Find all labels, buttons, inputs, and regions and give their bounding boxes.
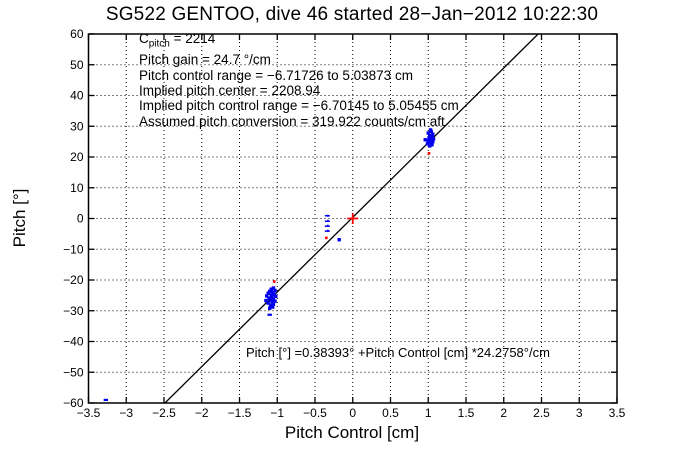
- cpitch-symbol: C: [139, 31, 149, 46]
- red-dots: [427, 152, 431, 155]
- x-axis-label: Pitch Control [cm]: [284, 423, 420, 442]
- y-tick-label: −10: [63, 242, 84, 256]
- observed-pitch-climb-cluster: [431, 139, 435, 144]
- observed-pitch-climb-cluster: [425, 142, 430, 146]
- observed-pitch-dive-cluster: [267, 296, 271, 300]
- x-tick-label: −3: [119, 406, 133, 420]
- observed-pitch-climb-cluster: [430, 143, 434, 147]
- y-tick-label: 0: [77, 212, 84, 226]
- x-tick-label: −2: [195, 406, 209, 420]
- observed-pitch-climb-cluster: [423, 138, 427, 142]
- axes-box: [87, 33, 618, 404]
- observed-pitch-dive-cluster: [274, 294, 278, 298]
- observed-pitch-dive-cluster: [270, 295, 274, 299]
- cpitch-value: = 2214: [169, 31, 216, 46]
- red-dots: [325, 236, 328, 240]
- cpitch-subscript: pitch: [148, 38, 170, 50]
- observed-pitch-climb-cluster: [430, 135, 434, 139]
- y-tick-label: −60: [63, 396, 84, 410]
- x-tick-label: 2: [500, 406, 507, 420]
- observed-pitch-dive-cluster: [264, 298, 268, 303]
- annotation-implied-pitch-control-range: Implied pitch control range = −6.70145 t…: [139, 98, 459, 114]
- small-blue-marks: [267, 313, 272, 316]
- observed-pitch-dive-cluster: [273, 288, 277, 293]
- observed-pitch-dive-cluster: [271, 290, 275, 294]
- x-tick-label: −3.5: [77, 406, 101, 420]
- x-tick-label: 1: [425, 406, 432, 420]
- annotation-pitch-gain: Pitch gain = 24.7 °/cm: [139, 52, 271, 68]
- observed-pitch-dive-cluster: [264, 294, 269, 298]
- observed-pitch-climb-cluster: [426, 139, 430, 143]
- x-tick-label: −0.5: [303, 406, 327, 420]
- annotation-assumed-pitch-conversion: Assumed pitch conversion = 319.922 count…: [139, 113, 445, 129]
- observed-pitch-dive-cluster: [272, 292, 276, 296]
- y-tick-label: 40: [70, 89, 84, 103]
- annotation-block: Cpitch = 2214 Pitch gain = 24.7 °/cm Pit…: [139, 31, 459, 129]
- y-tick-label: −20: [63, 273, 84, 287]
- observed-pitch-dive-cluster: [271, 305, 275, 309]
- y-tick-label: 50: [70, 58, 84, 72]
- observed-pitch-dive-cluster: [273, 299, 277, 303]
- observed-pitch-isolated-points: [337, 238, 341, 242]
- observed-pitch-dive-cluster: [268, 298, 273, 302]
- x-tick-label: −1.5: [228, 406, 252, 420]
- annotation-implied-pitch-center: Implied pitch center = 2208.94: [139, 82, 321, 98]
- red-dots: [272, 280, 276, 283]
- observed-pitch-climb-cluster: [428, 140, 433, 145]
- x-tick-label: 3: [576, 406, 583, 420]
- observed-pitch-climb-cluster: [428, 144, 432, 148]
- y-tick-label: −40: [63, 335, 84, 349]
- observed-pitch-dive-cluster: [269, 293, 273, 297]
- annotation-pitch-control-range: Pitch control range = −6.71726 to 5.0387…: [139, 67, 413, 83]
- x-tick-label: 3.5: [609, 406, 626, 420]
- observed-pitch-climb-cluster: [428, 128, 433, 132]
- observed-pitch-climb-cluster: [428, 133, 432, 138]
- x-tick-label: −1: [270, 406, 284, 420]
- fit-equation: Pitch [°] =0.38393° +Pitch Control [cm] …: [246, 345, 550, 360]
- x-tick-label: 0.5: [382, 406, 399, 420]
- y-tick-label: 10: [70, 181, 84, 195]
- observed-pitch-climb-cluster: [429, 138, 433, 142]
- observed-pitch-dive-cluster: [266, 301, 270, 305]
- small-blue-marks: [103, 398, 109, 402]
- y-tick-label: 60: [70, 27, 84, 41]
- x-tick-label: 2.5: [533, 406, 550, 420]
- y-tick-label: −30: [63, 304, 84, 318]
- observed-pitch-dive-cluster: [268, 289, 272, 294]
- x-tick-label: −2.5: [152, 406, 176, 420]
- observed-pitch-dive-cluster: [270, 300, 274, 304]
- observed-pitch-dive-cluster: [271, 286, 276, 290]
- y-tick-label: 30: [70, 119, 84, 133]
- y-tick-label: −50: [63, 365, 84, 379]
- observed-pitch-dive-cluster: [271, 302, 276, 306]
- x-tick-label: 0: [349, 406, 356, 420]
- annotation-cpitch: Cpitch = 2214: [139, 31, 459, 52]
- x-tick-label: 1.5: [458, 406, 475, 420]
- observed-pitch-dive-cluster: [271, 297, 276, 301]
- y-tick-label: 20: [70, 150, 84, 164]
- chart-title: SG522 GENTOO, dive 46 started 28−Jan−201…: [105, 4, 599, 25]
- observed-pitch-dive-cluster: [268, 306, 272, 310]
- observed-pitch-dive-cluster: [268, 303, 273, 308]
- observed-pitch-climb-cluster: [426, 131, 430, 135]
- observed-pitch-climb-cluster: [431, 137, 436, 141]
- observed-pitch-dive-cluster: [266, 291, 270, 295]
- observed-pitch-climb-cluster: [427, 136, 431, 140]
- observed-pitch-climb-cluster: [431, 132, 435, 136]
- y-axis-label: Pitch [°]: [10, 188, 29, 248]
- observed-pitch-dive-cluster: [269, 287, 273, 291]
